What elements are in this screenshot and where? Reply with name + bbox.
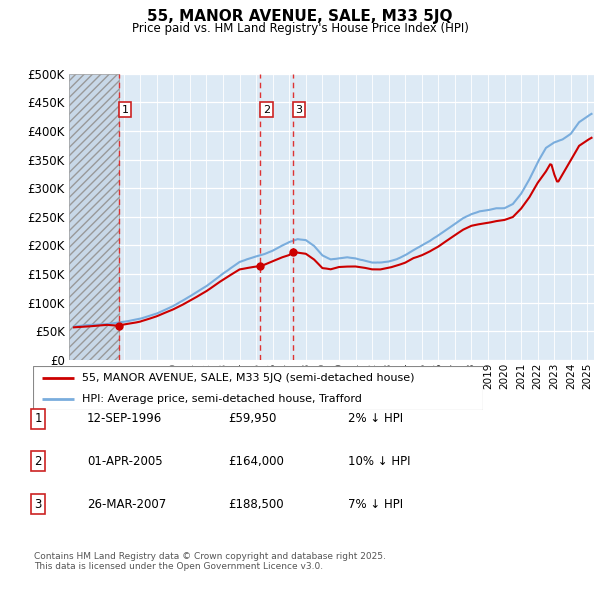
Text: 01-APR-2005: 01-APR-2005 [87, 455, 163, 468]
Text: £164,000: £164,000 [228, 455, 284, 468]
Text: 55, MANOR AVENUE, SALE, M33 5JQ: 55, MANOR AVENUE, SALE, M33 5JQ [147, 9, 453, 24]
Text: 26-MAR-2007: 26-MAR-2007 [87, 498, 166, 511]
Text: 3: 3 [296, 104, 302, 114]
Text: £188,500: £188,500 [228, 498, 284, 511]
Text: 10% ↓ HPI: 10% ↓ HPI [348, 455, 410, 468]
Text: Contains HM Land Registry data © Crown copyright and database right 2025.
This d: Contains HM Land Registry data © Crown c… [34, 552, 386, 571]
Text: Price paid vs. HM Land Registry's House Price Index (HPI): Price paid vs. HM Land Registry's House … [131, 22, 469, 35]
FancyBboxPatch shape [33, 366, 483, 410]
Text: 2: 2 [34, 455, 42, 468]
Text: 2% ↓ HPI: 2% ↓ HPI [348, 412, 403, 425]
Text: 12-SEP-1996: 12-SEP-1996 [87, 412, 162, 425]
Text: 55, MANOR AVENUE, SALE, M33 5JQ (semi-detached house): 55, MANOR AVENUE, SALE, M33 5JQ (semi-de… [83, 373, 415, 383]
Text: 2: 2 [263, 104, 270, 114]
Text: 7% ↓ HPI: 7% ↓ HPI [348, 498, 403, 511]
Text: HPI: Average price, semi-detached house, Trafford: HPI: Average price, semi-detached house,… [83, 394, 362, 404]
Text: 1: 1 [121, 104, 128, 114]
Text: £59,950: £59,950 [228, 412, 277, 425]
Text: 3: 3 [34, 498, 41, 511]
Bar [69, 74, 119, 360]
Text: 1: 1 [34, 412, 42, 425]
